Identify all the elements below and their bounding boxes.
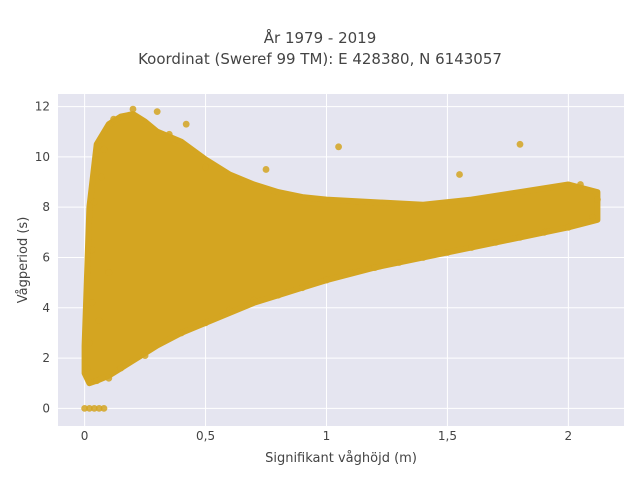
scatter-point bbox=[95, 316, 103, 324]
scatter-point bbox=[141, 352, 149, 359]
scatter-point bbox=[250, 296, 258, 304]
scatter-point bbox=[492, 238, 500, 246]
scatter-point bbox=[468, 244, 476, 251]
scatter-point bbox=[347, 269, 355, 276]
scatter-point bbox=[516, 140, 524, 148]
x-tick-label: 0,5 bbox=[196, 429, 215, 443]
scatter-point bbox=[88, 246, 96, 254]
scatter-point bbox=[564, 223, 572, 231]
scatter-point bbox=[395, 259, 403, 266]
x-axis-label: Signifikant våghöjd (m) bbox=[265, 451, 417, 466]
scatter-point bbox=[202, 163, 209, 171]
scatter-point bbox=[90, 198, 98, 206]
scatter-point bbox=[129, 105, 137, 113]
scatter-point bbox=[177, 329, 185, 337]
scatter-point bbox=[98, 173, 105, 181]
y-tick-label: 12 bbox=[35, 100, 50, 114]
scatter-point bbox=[100, 145, 108, 153]
scatter-point bbox=[81, 404, 89, 412]
scatter-point bbox=[226, 306, 234, 314]
y-tick-label: 10 bbox=[35, 150, 50, 164]
x-tick-label: 2 bbox=[565, 429, 573, 443]
scatter-point bbox=[335, 143, 342, 151]
y-tick-label: 6 bbox=[42, 250, 50, 264]
x-tick-label: 1 bbox=[323, 429, 331, 443]
scatter-point bbox=[577, 181, 584, 188]
scatter-point bbox=[165, 130, 173, 138]
y-tick-label: 0 bbox=[42, 401, 50, 415]
scatter-point bbox=[540, 228, 548, 236]
scatter-point bbox=[371, 264, 379, 271]
scatter-point bbox=[323, 276, 330, 284]
y-tick-label: 8 bbox=[42, 200, 50, 214]
scatter-point bbox=[274, 291, 282, 299]
scatter-point bbox=[86, 404, 93, 412]
scatter-point bbox=[90, 404, 98, 412]
scatter-point bbox=[105, 374, 113, 382]
y-axis-label: Vågperiod (s) bbox=[16, 217, 31, 304]
scatter-point bbox=[83, 364, 91, 372]
scatter-point bbox=[88, 299, 96, 307]
scatter-points bbox=[81, 105, 601, 412]
scatter-point bbox=[456, 171, 463, 178]
scatter-point bbox=[589, 213, 596, 221]
scatter-point bbox=[86, 339, 93, 347]
scatter-point bbox=[419, 254, 427, 261]
scatter-point bbox=[117, 364, 125, 372]
scatter-point bbox=[110, 115, 118, 123]
chart-title-line-1: År 1979 - 2019 bbox=[263, 29, 377, 47]
scatter-point bbox=[100, 404, 108, 412]
x-tick-label: 1,5 bbox=[438, 429, 457, 443]
chart-title: År 1979 - 2019 Koordinat (Sweref 99 TM):… bbox=[0, 28, 640, 70]
x-tick-label: 0 bbox=[81, 429, 89, 443]
scatter-point bbox=[516, 233, 524, 241]
chart-title-line-2: Koordinat (Sweref 99 TM): E 428380, N 61… bbox=[138, 50, 502, 68]
scatter-point bbox=[202, 319, 209, 327]
y-tick-label: 4 bbox=[42, 301, 50, 315]
scatter-point bbox=[93, 377, 101, 385]
scatter-point bbox=[444, 249, 451, 256]
scatter-point bbox=[262, 166, 270, 173]
scatter-point bbox=[105, 269, 113, 276]
y-tick-labels: 0 2 4 6 8 10 12 bbox=[35, 100, 50, 416]
x-tick-labels: 0 0,5 1 1,5 2 bbox=[81, 429, 572, 443]
scatter-point bbox=[153, 108, 161, 116]
scatter-point bbox=[95, 404, 103, 412]
y-tick-label: 2 bbox=[42, 351, 50, 365]
scatter-point bbox=[298, 284, 306, 292]
scatter-point bbox=[593, 196, 601, 204]
scatter-point bbox=[182, 120, 190, 128]
